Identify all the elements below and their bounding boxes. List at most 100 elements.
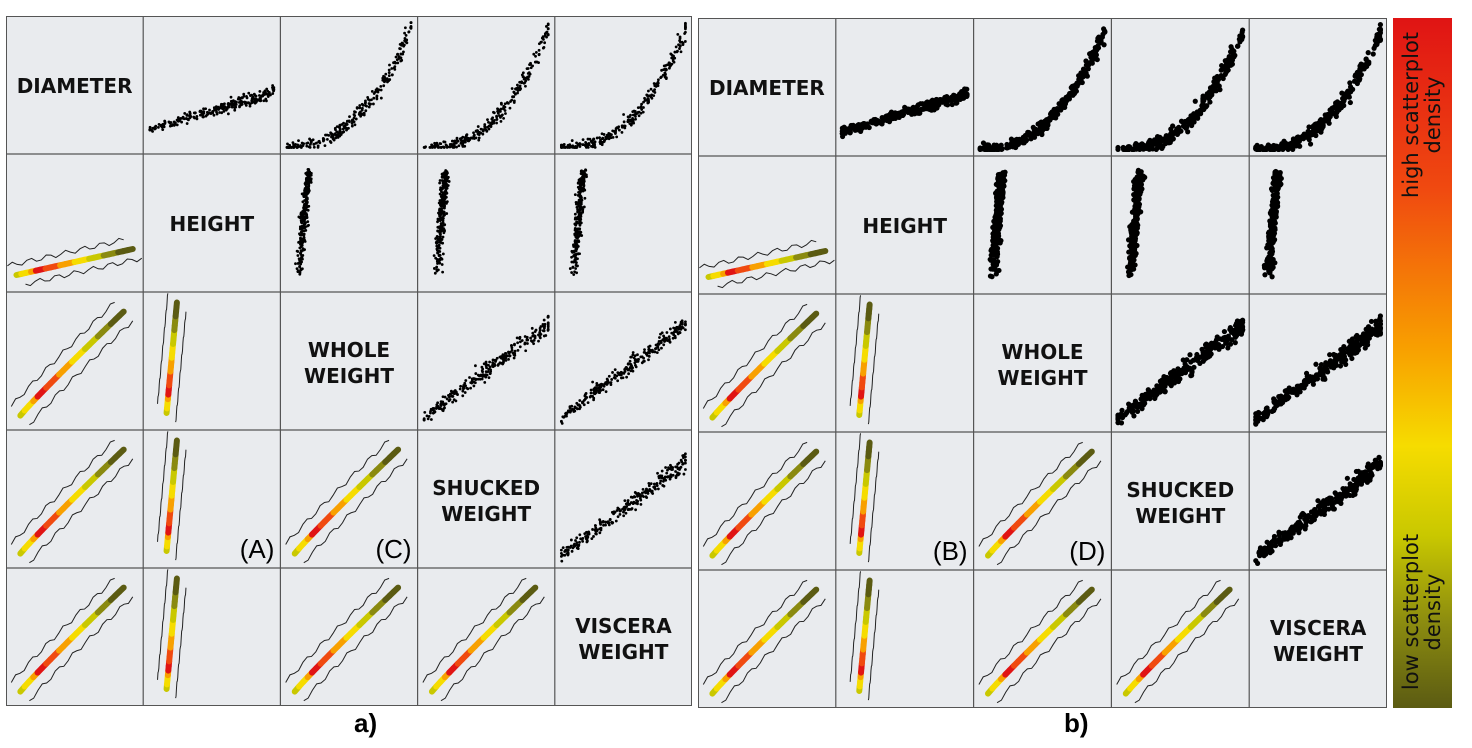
scatter-point: [439, 234, 442, 238]
scatter-point: [1235, 43, 1241, 49]
scatter-point: [616, 515, 620, 519]
scatter-point: [1132, 203, 1139, 209]
scatter-point: [435, 265, 439, 269]
scatter-point: [645, 489, 649, 492]
scatter-point: [595, 381, 599, 385]
scatter-point: [1206, 95, 1212, 102]
scatter-point: [614, 127, 618, 130]
scatter-point: [631, 118, 635, 122]
density-contour: [717, 259, 835, 289]
curve-cell-b-1-0: [699, 239, 835, 289]
scatter-point: [597, 390, 601, 394]
scatter-point: [647, 345, 651, 349]
scatter-point: [559, 554, 563, 558]
scatter-point: [531, 334, 535, 338]
scatter-point: [910, 104, 916, 110]
scatter-point: [465, 136, 469, 140]
density-contour: [440, 596, 545, 702]
scatter-point: [666, 468, 669, 472]
scatter-point: [532, 338, 536, 342]
scatter-point: [480, 377, 484, 381]
scatter-point: [994, 217, 1000, 223]
scatter-point: [172, 123, 176, 127]
density-trend-segment: [116, 584, 127, 595]
scatter-point: [578, 208, 582, 212]
scatter-point: [1126, 264, 1132, 270]
scatter-point: [507, 101, 510, 105]
scatter-point: [287, 146, 291, 149]
curve-cell-a-3-2: [285, 439, 408, 564]
scatter-point: [541, 35, 545, 39]
scatter-point: [1377, 22, 1384, 28]
scatter-point: [622, 514, 626, 518]
scatter-point: [546, 23, 550, 27]
scatter-point: [439, 203, 442, 207]
scatter-point: [151, 129, 154, 133]
scatter-point: [620, 376, 623, 380]
scatter-point: [634, 117, 637, 121]
scatter-point: [438, 181, 442, 185]
scatter-point: [473, 377, 476, 381]
scatter-point: [581, 143, 585, 147]
scatter-point: [573, 228, 577, 232]
scatter-point: [1000, 170, 1006, 176]
scatter-point: [599, 138, 602, 142]
scatter-point: [305, 144, 309, 148]
scatter-point: [572, 273, 576, 276]
scatter-point: [306, 220, 310, 224]
scatter-point: [677, 43, 680, 47]
density-trend-segment: [116, 308, 127, 319]
scatter-point: [303, 222, 307, 226]
scatter-point: [575, 407, 579, 411]
scatter-point: [464, 379, 468, 382]
scatter-point: [308, 170, 311, 174]
scatter-point: [1184, 357, 1190, 363]
scatter-point: [443, 190, 447, 193]
scatter-point: [297, 240, 301, 244]
scatter-point: [546, 27, 550, 31]
scatter-point: [1187, 352, 1193, 358]
scatter-point: [439, 230, 443, 233]
scatter-point: [636, 353, 639, 357]
scatter-point: [1348, 86, 1354, 92]
scatter-cell-a-2-4: [559, 319, 687, 425]
scatter-point: [299, 257, 303, 261]
scatter-point: [1357, 76, 1363, 82]
scatter-point: [617, 128, 621, 132]
scatter-point: [531, 331, 535, 335]
scatter-point: [180, 120, 183, 124]
scatter-point: [544, 31, 548, 35]
scatter-point: [439, 237, 443, 241]
scatter-point: [394, 61, 397, 65]
scatter-point: [516, 341, 520, 345]
scatter-point: [1364, 60, 1370, 66]
scatter-point: [663, 336, 666, 340]
scatter-point: [574, 258, 578, 262]
scatter-point: [594, 526, 598, 530]
scatter-point: [402, 44, 406, 48]
scatter-point: [852, 127, 858, 133]
scatter-point: [348, 115, 351, 119]
scatter-point: [443, 395, 447, 399]
scatter-point: [674, 45, 678, 49]
scatter-point: [344, 122, 348, 126]
scatter-point: [441, 408, 445, 412]
scatter-point: [537, 339, 540, 343]
scatter-point: [578, 142, 582, 146]
scatter-point: [573, 253, 576, 257]
scatter-point: [329, 141, 333, 144]
scatter-point: [559, 548, 563, 552]
scatter-point: [574, 267, 578, 270]
scatter-point: [268, 93, 272, 97]
scatter-point: [496, 363, 500, 367]
scatter-point: [949, 101, 955, 108]
scatter-point: [499, 361, 503, 365]
scatter-point: [487, 376, 491, 380]
scatter-point: [608, 134, 612, 138]
scatter-point: [1130, 244, 1136, 251]
scatter-cell-a-1-3: [432, 169, 451, 275]
scatter-point: [1127, 255, 1133, 261]
scatter-point: [641, 110, 645, 114]
scatter-point: [657, 476, 661, 480]
